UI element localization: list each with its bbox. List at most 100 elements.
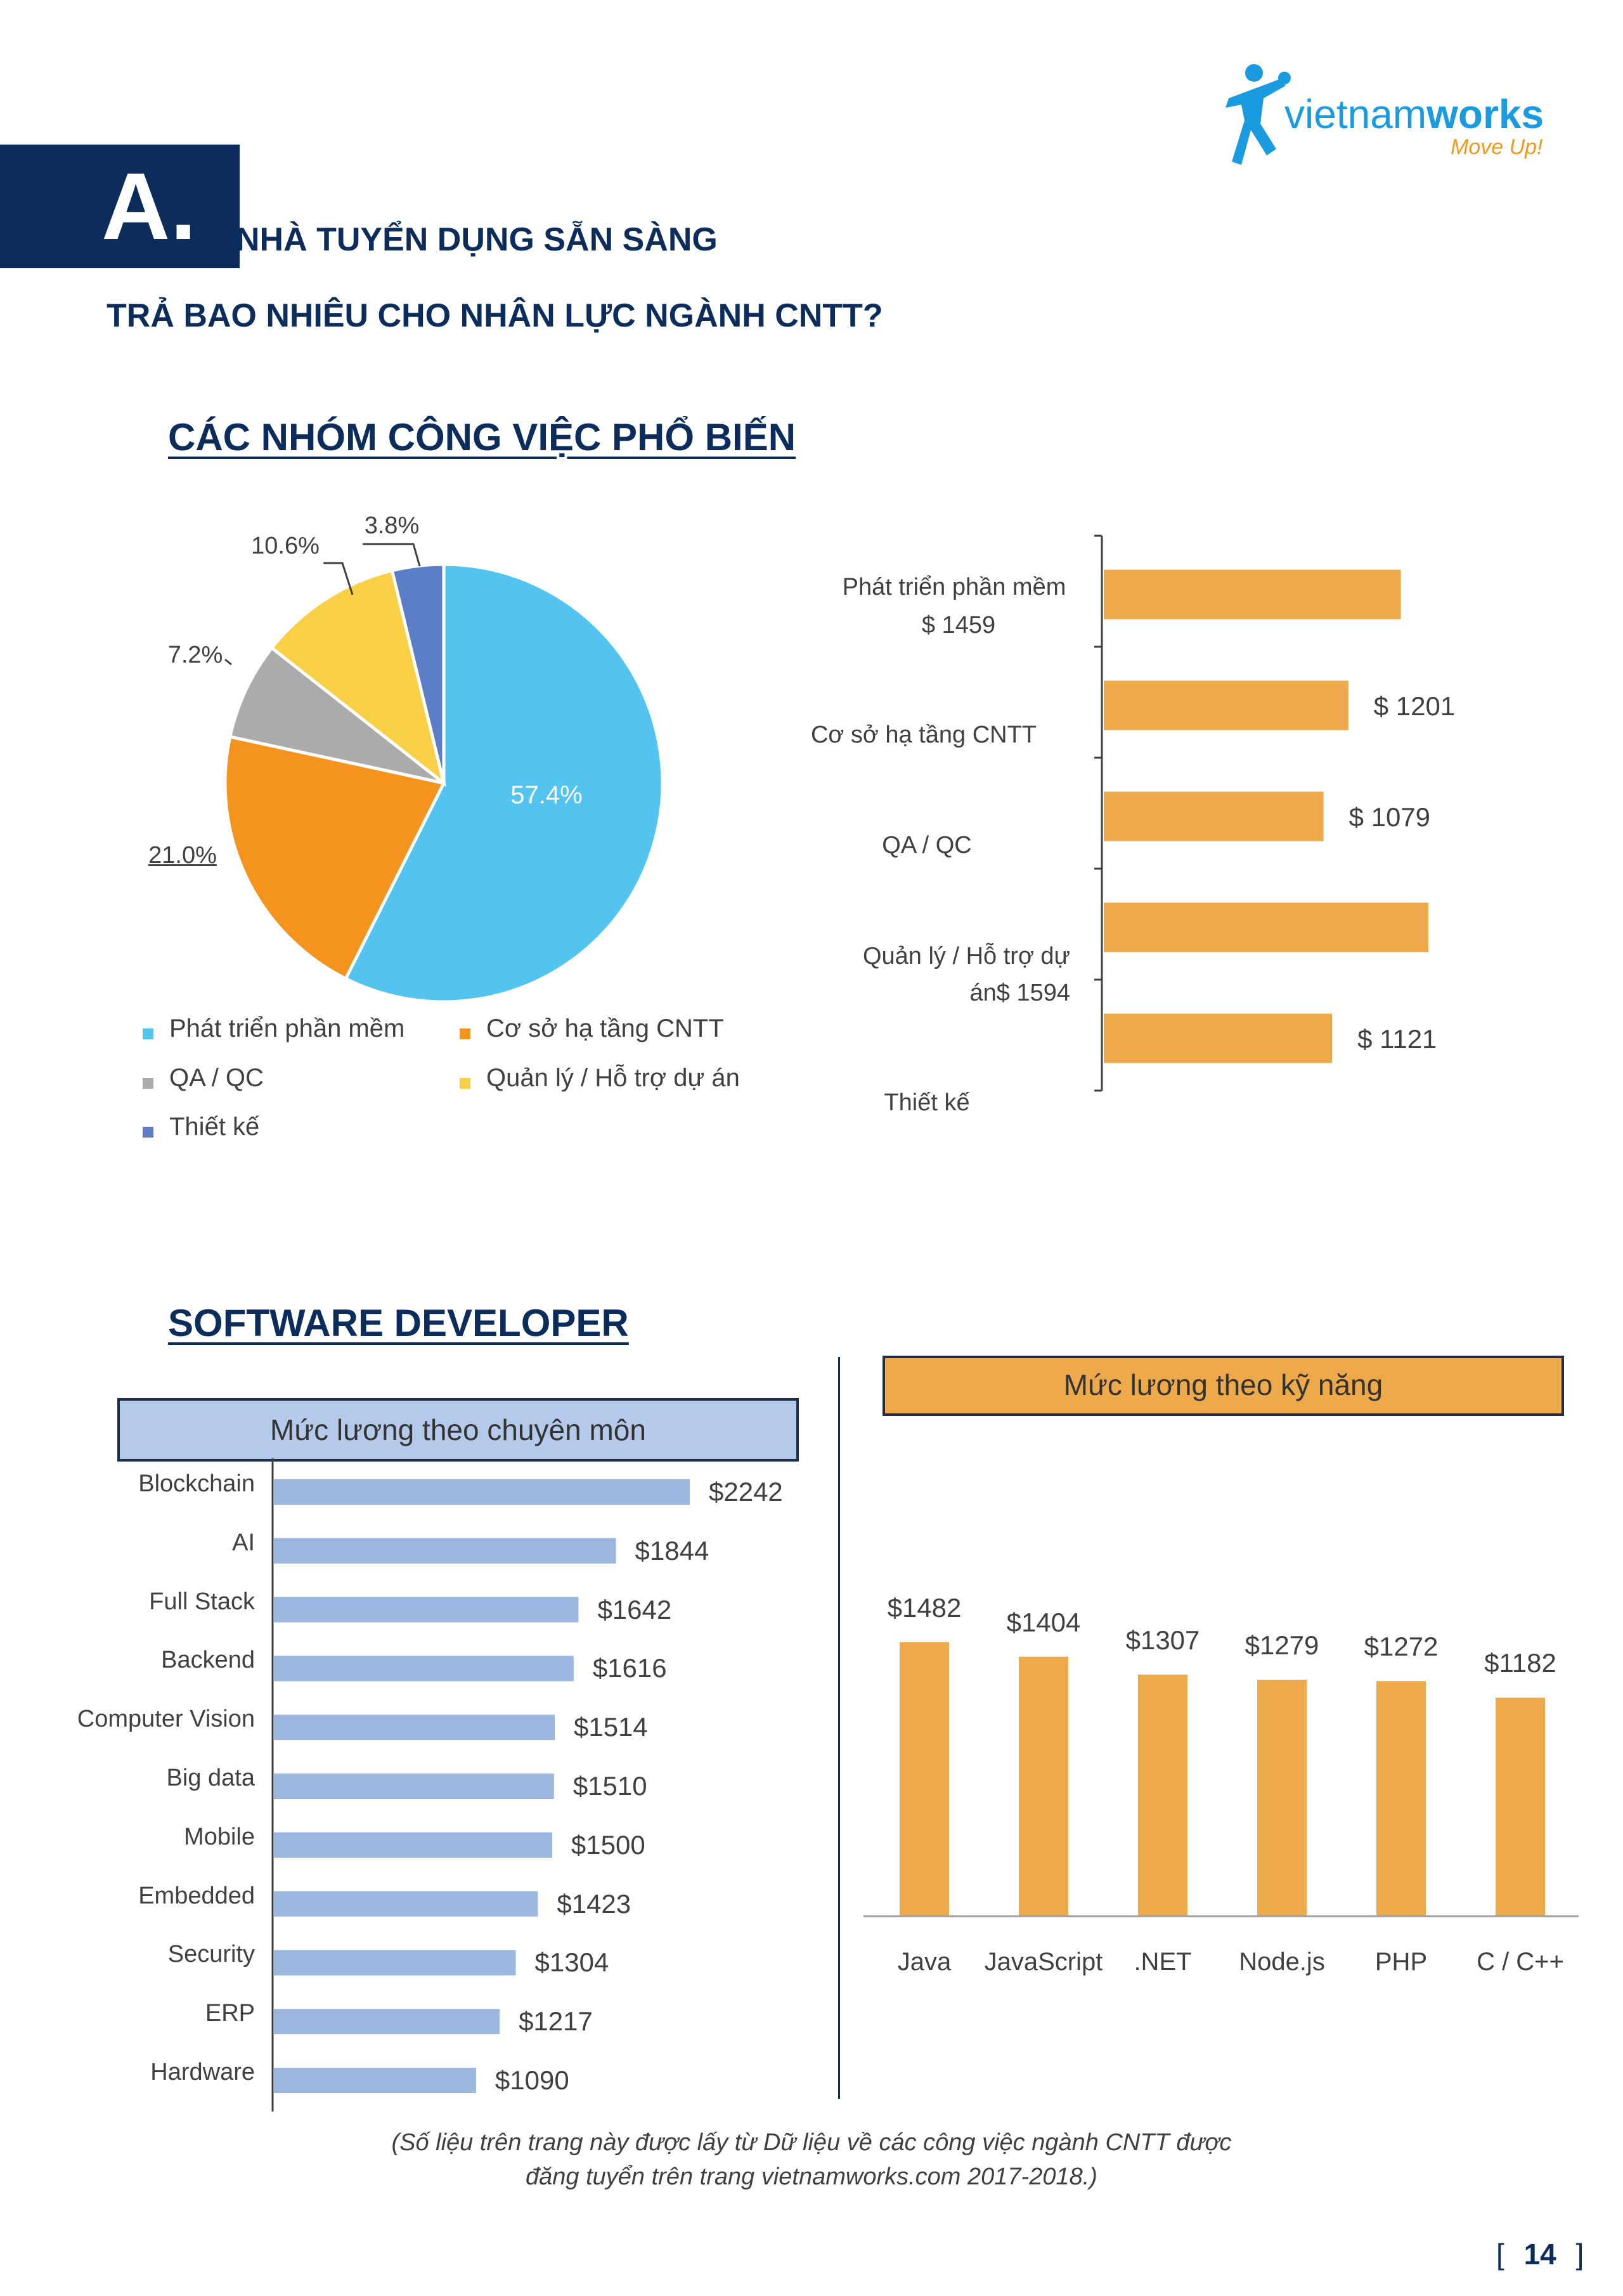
pie-leader-line-3 <box>323 562 354 595</box>
skill-value-label-5: $1182 <box>1484 1648 1556 1678</box>
specialty-bar-8 <box>274 1950 516 1976</box>
hbar-bar-1 <box>1104 680 1348 730</box>
specialty-bar-4 <box>274 1715 555 1741</box>
skill-chart-title: Mức lương theo kỹ năng <box>883 1356 1564 1416</box>
pie-value-label-2: 7.2% <box>167 642 223 668</box>
hbar-bar-0 <box>1104 569 1401 619</box>
specialty-bar-0 <box>274 1479 690 1505</box>
page-bracket-left: [ <box>1496 2238 1504 2271</box>
specialty-category-label-9: ERP <box>205 2000 255 2027</box>
pie-legend-label-4: Thiết kế <box>169 1113 260 1141</box>
page-number-value: 14 <box>1523 2238 1556 2271</box>
specialty-value-label-0: $2242 <box>709 1477 783 1507</box>
hbar-bar-2 <box>1104 791 1324 841</box>
specialty-category-label-1: AI <box>232 1529 255 1556</box>
logo-brand-bold: works <box>1426 91 1544 137</box>
popular-groups-heading: CÁC NHÓM CÔNG VIỆC PHỔ BIẾN <box>168 416 796 458</box>
skill-value-label-3: $1279 <box>1245 1630 1319 1661</box>
specialty-value-label-8: $1304 <box>534 1947 609 1978</box>
pie-slice-3 <box>269 568 447 788</box>
software-developer-heading: SOFTWARE DEVELOPER <box>168 1302 629 1344</box>
pie-value-label-4: 3.8% <box>364 512 420 539</box>
skill-value-label-2: $1307 <box>1125 1625 1200 1655</box>
vietnamworks-logo: vietnamworks Move Up! <box>1216 60 1571 171</box>
hbar-category-label-0-0: Phát triển phần mềm <box>842 574 1066 600</box>
skill-category-label-5: C / C++ <box>1477 1948 1564 1976</box>
specialty-category-label-8: Security <box>167 1941 255 1968</box>
section-title-line2: TRẢ BAO NHIÊU CHO NHÂN LỰC NGÀNH CNTT? <box>107 297 883 334</box>
specialty-category-label-5: Big data <box>166 1765 255 1791</box>
pie-leader-line-4 <box>363 543 421 567</box>
hbar-bar-4 <box>1104 1013 1333 1063</box>
hbar-category-label-3-1: án$ 1594 <box>969 980 1071 1006</box>
specialty-value-label-9: $1217 <box>519 2006 593 2037</box>
hbar-bar-3 <box>1104 902 1428 952</box>
specialty-bar-9 <box>274 2009 500 2035</box>
specialty-value-label-4: $1514 <box>573 1712 648 1742</box>
pie-leader-line-2 <box>224 658 232 666</box>
specialty-bar-6 <box>274 1832 552 1858</box>
specialty-value-label-2: $1642 <box>597 1594 672 1625</box>
hbar-category-label-4-0: Thiết kế <box>884 1089 970 1116</box>
footnote-line2: đăng tuyển trên trang vietnamworks.com 2… <box>526 2163 1097 2190</box>
specialty-bar-2 <box>274 1597 579 1623</box>
section-title-line1: NHÀ TUYỂN DỤNG SẴN SÀNG <box>236 221 718 258</box>
hbar-category-label-2-0: QA / QC <box>882 832 972 859</box>
vertical-divider <box>838 1357 840 2099</box>
hbar-category-label-0-1: $ 1459 <box>921 612 996 639</box>
hbar-value-label-2: $ 1079 <box>1348 801 1431 832</box>
skill-bar-4 <box>1376 1681 1426 1916</box>
pie-slice-4 <box>390 562 446 784</box>
specialty-category-label-2: Full Stack <box>149 1588 255 1615</box>
specialty-bar-1 <box>274 1538 616 1564</box>
specialty-value-label-6: $1500 <box>571 1829 645 1860</box>
specialty-value-label-5: $1510 <box>572 1771 647 1801</box>
pie-slice-2 <box>228 645 445 785</box>
skill-category-label-0: Java <box>897 1948 952 1976</box>
pie-value-label-3: 10.6% <box>251 533 320 559</box>
pie-legend-label-0: Phát triển phần mềm <box>169 1015 405 1042</box>
specialty-value-label-1: $1844 <box>635 1535 709 1566</box>
specialty-bar-5 <box>274 1774 554 1799</box>
pie-legend-swatch-3 <box>460 1078 470 1089</box>
specialty-bar-3 <box>274 1656 574 1682</box>
skill-category-label-2: .NET <box>1134 1948 1192 1976</box>
specialty-category-label-7: Embedded <box>138 1882 255 1909</box>
specialty-category-label-3: Backend <box>161 1647 255 1674</box>
skill-category-label-3: Node.js <box>1239 1948 1325 1976</box>
pie-legend-swatch-1 <box>460 1028 470 1039</box>
pie-legend-swatch-2 <box>143 1078 153 1089</box>
pie-slice-0 <box>343 562 664 1004</box>
skill-bar-3 <box>1257 1680 1307 1916</box>
skill-value-label-4: $1272 <box>1364 1631 1439 1662</box>
pie-legend-label-3: Quản lý / Hỗ trợ dự án <box>486 1064 740 1092</box>
pie-legend-label-1: Cơ sở hạ tầng CNTT <box>486 1015 724 1042</box>
hbar-category-label-3-0: Quản lý / Hỗ trợ dự <box>862 943 1070 970</box>
specialty-value-label-7: $1423 <box>557 1888 631 1919</box>
hbar-category-label-1-0: Cơ sở hạ tầng CNTT <box>810 722 1037 748</box>
section-letter: A. <box>0 145 240 268</box>
footnote-line1: (Số liệu trên trang này được lấy từ Dữ l… <box>391 2129 1232 2156</box>
specialty-chart-title: Mức lương theo chuyên môn <box>117 1398 799 1462</box>
pie-slice-1 <box>223 734 446 981</box>
specialty-category-label-6: Mobile <box>184 1823 255 1850</box>
skill-category-label-1: JavaScript <box>984 1948 1103 1976</box>
specialty-category-label-10: Hardware <box>150 2059 255 2085</box>
skill-category-label-4: PHP <box>1374 1948 1428 1976</box>
page-number: [ 14 ] <box>1496 2237 1584 2271</box>
specialty-value-label-3: $1616 <box>592 1653 667 1683</box>
pie-legend-label-2: QA / QC <box>169 1064 264 1092</box>
page-bracket-right: ] <box>1575 2238 1584 2271</box>
hbar-value-label-4: $ 1121 <box>1357 1023 1437 1054</box>
skill-bar-5 <box>1496 1697 1545 1916</box>
pie-legend-swatch-4 <box>143 1127 153 1138</box>
skill-bar-2 <box>1138 1675 1187 1916</box>
skill-value-label-0: $1482 <box>887 1593 962 1623</box>
skill-value-label-1: $1404 <box>1006 1607 1081 1637</box>
hbar-value-label-1: $ 1201 <box>1373 691 1456 721</box>
pie-value-label-0: 57.4% <box>510 781 583 809</box>
